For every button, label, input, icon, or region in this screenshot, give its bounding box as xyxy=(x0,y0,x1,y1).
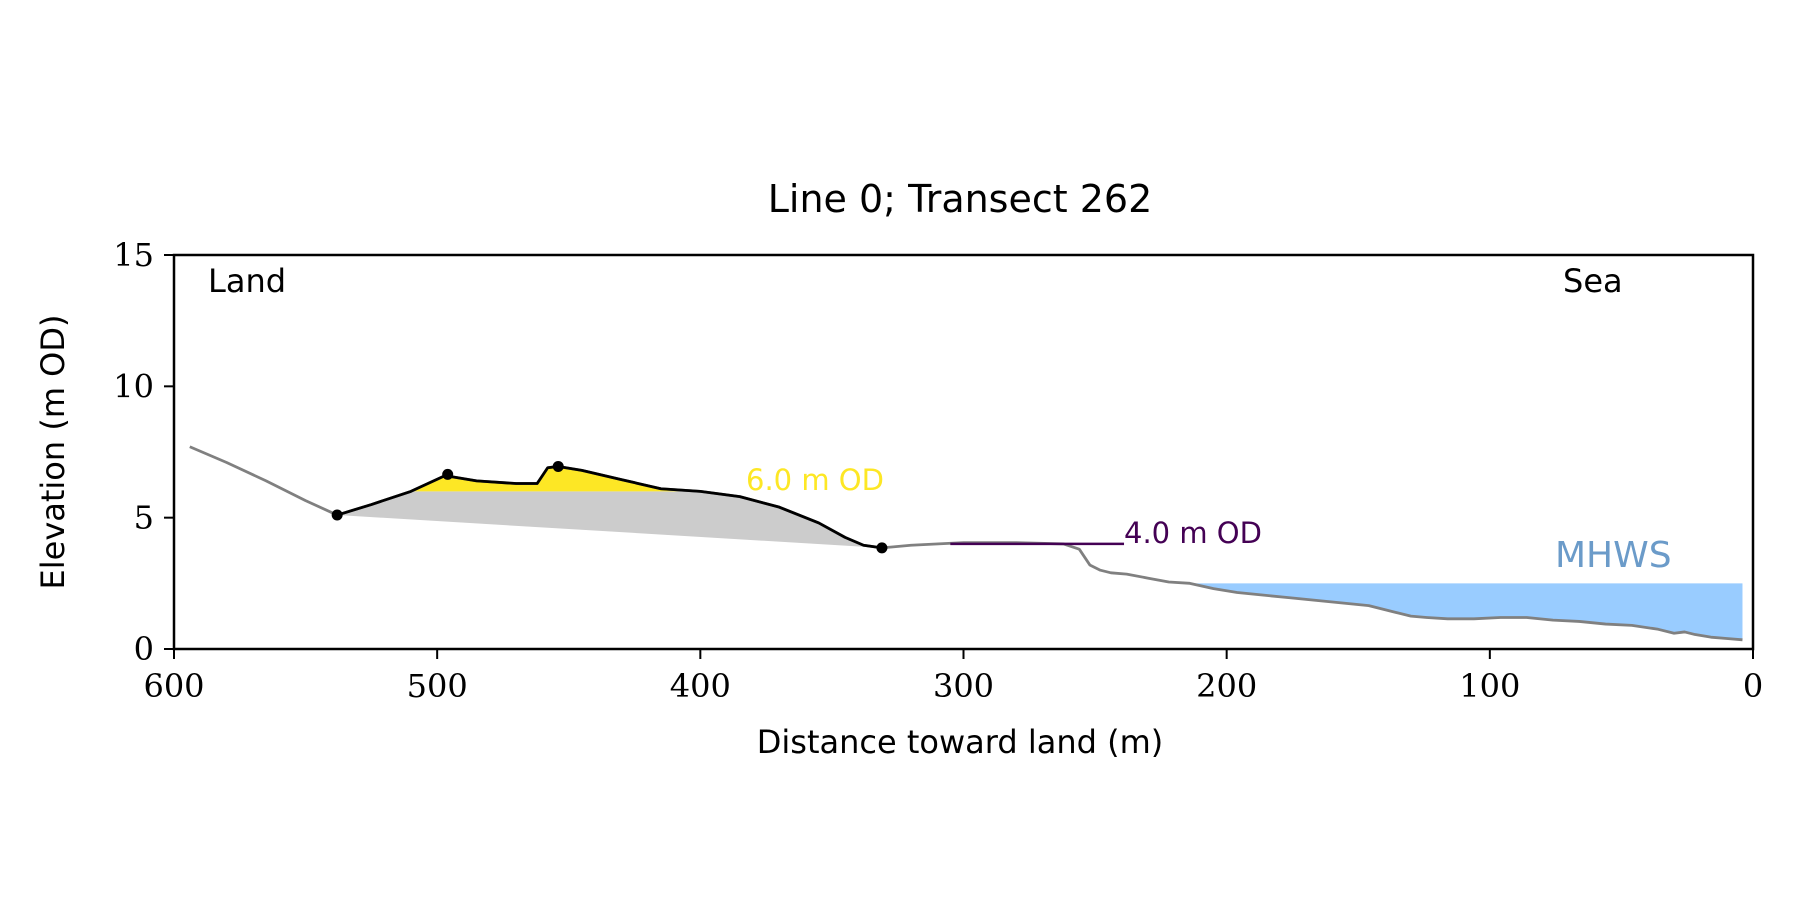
dune-point-1 xyxy=(442,468,454,480)
mhws-water-fill xyxy=(1195,583,1743,640)
x-tick-label: 200 xyxy=(1196,667,1257,705)
dune-volume-lower xyxy=(337,491,882,548)
level-label-6m: 6.0 m OD xyxy=(746,463,884,497)
dune-point-2 xyxy=(552,460,564,472)
x-tick-label: 300 xyxy=(933,667,994,705)
dune-point-3 xyxy=(876,542,888,554)
x-tick-label: 500 xyxy=(407,667,468,705)
tick-layer: 600 500 400 300 200 100 0 0 5 10 15 xyxy=(113,236,1763,705)
y-tick-label: 10 xyxy=(113,367,154,405)
level-label-4m: 4.0 m OD xyxy=(1124,516,1262,550)
point-layer xyxy=(331,460,888,554)
y-tick-label: 15 xyxy=(113,236,154,274)
y-tick-label: 5 xyxy=(134,499,154,537)
dune-volume-upper xyxy=(331,466,740,492)
y-axis-label: Elevation (m OD) xyxy=(34,315,72,590)
x-tick-label: 100 xyxy=(1459,667,1520,705)
dune-point-0 xyxy=(331,509,343,521)
x-tick-label: 400 xyxy=(670,667,731,705)
x-axis-label: Distance toward land (m) xyxy=(757,723,1163,761)
sea-label: Sea xyxy=(1563,262,1623,300)
land-label: Land xyxy=(208,262,286,300)
mhws-label: MHWS xyxy=(1555,535,1672,576)
x-tick-label: 0 xyxy=(1743,667,1763,705)
y-tick-label: 0 xyxy=(134,630,154,668)
x-tick-label: 600 xyxy=(143,667,204,705)
chart-title: Line 0; Transect 262 xyxy=(768,177,1153,221)
fill-layer xyxy=(331,466,1743,640)
